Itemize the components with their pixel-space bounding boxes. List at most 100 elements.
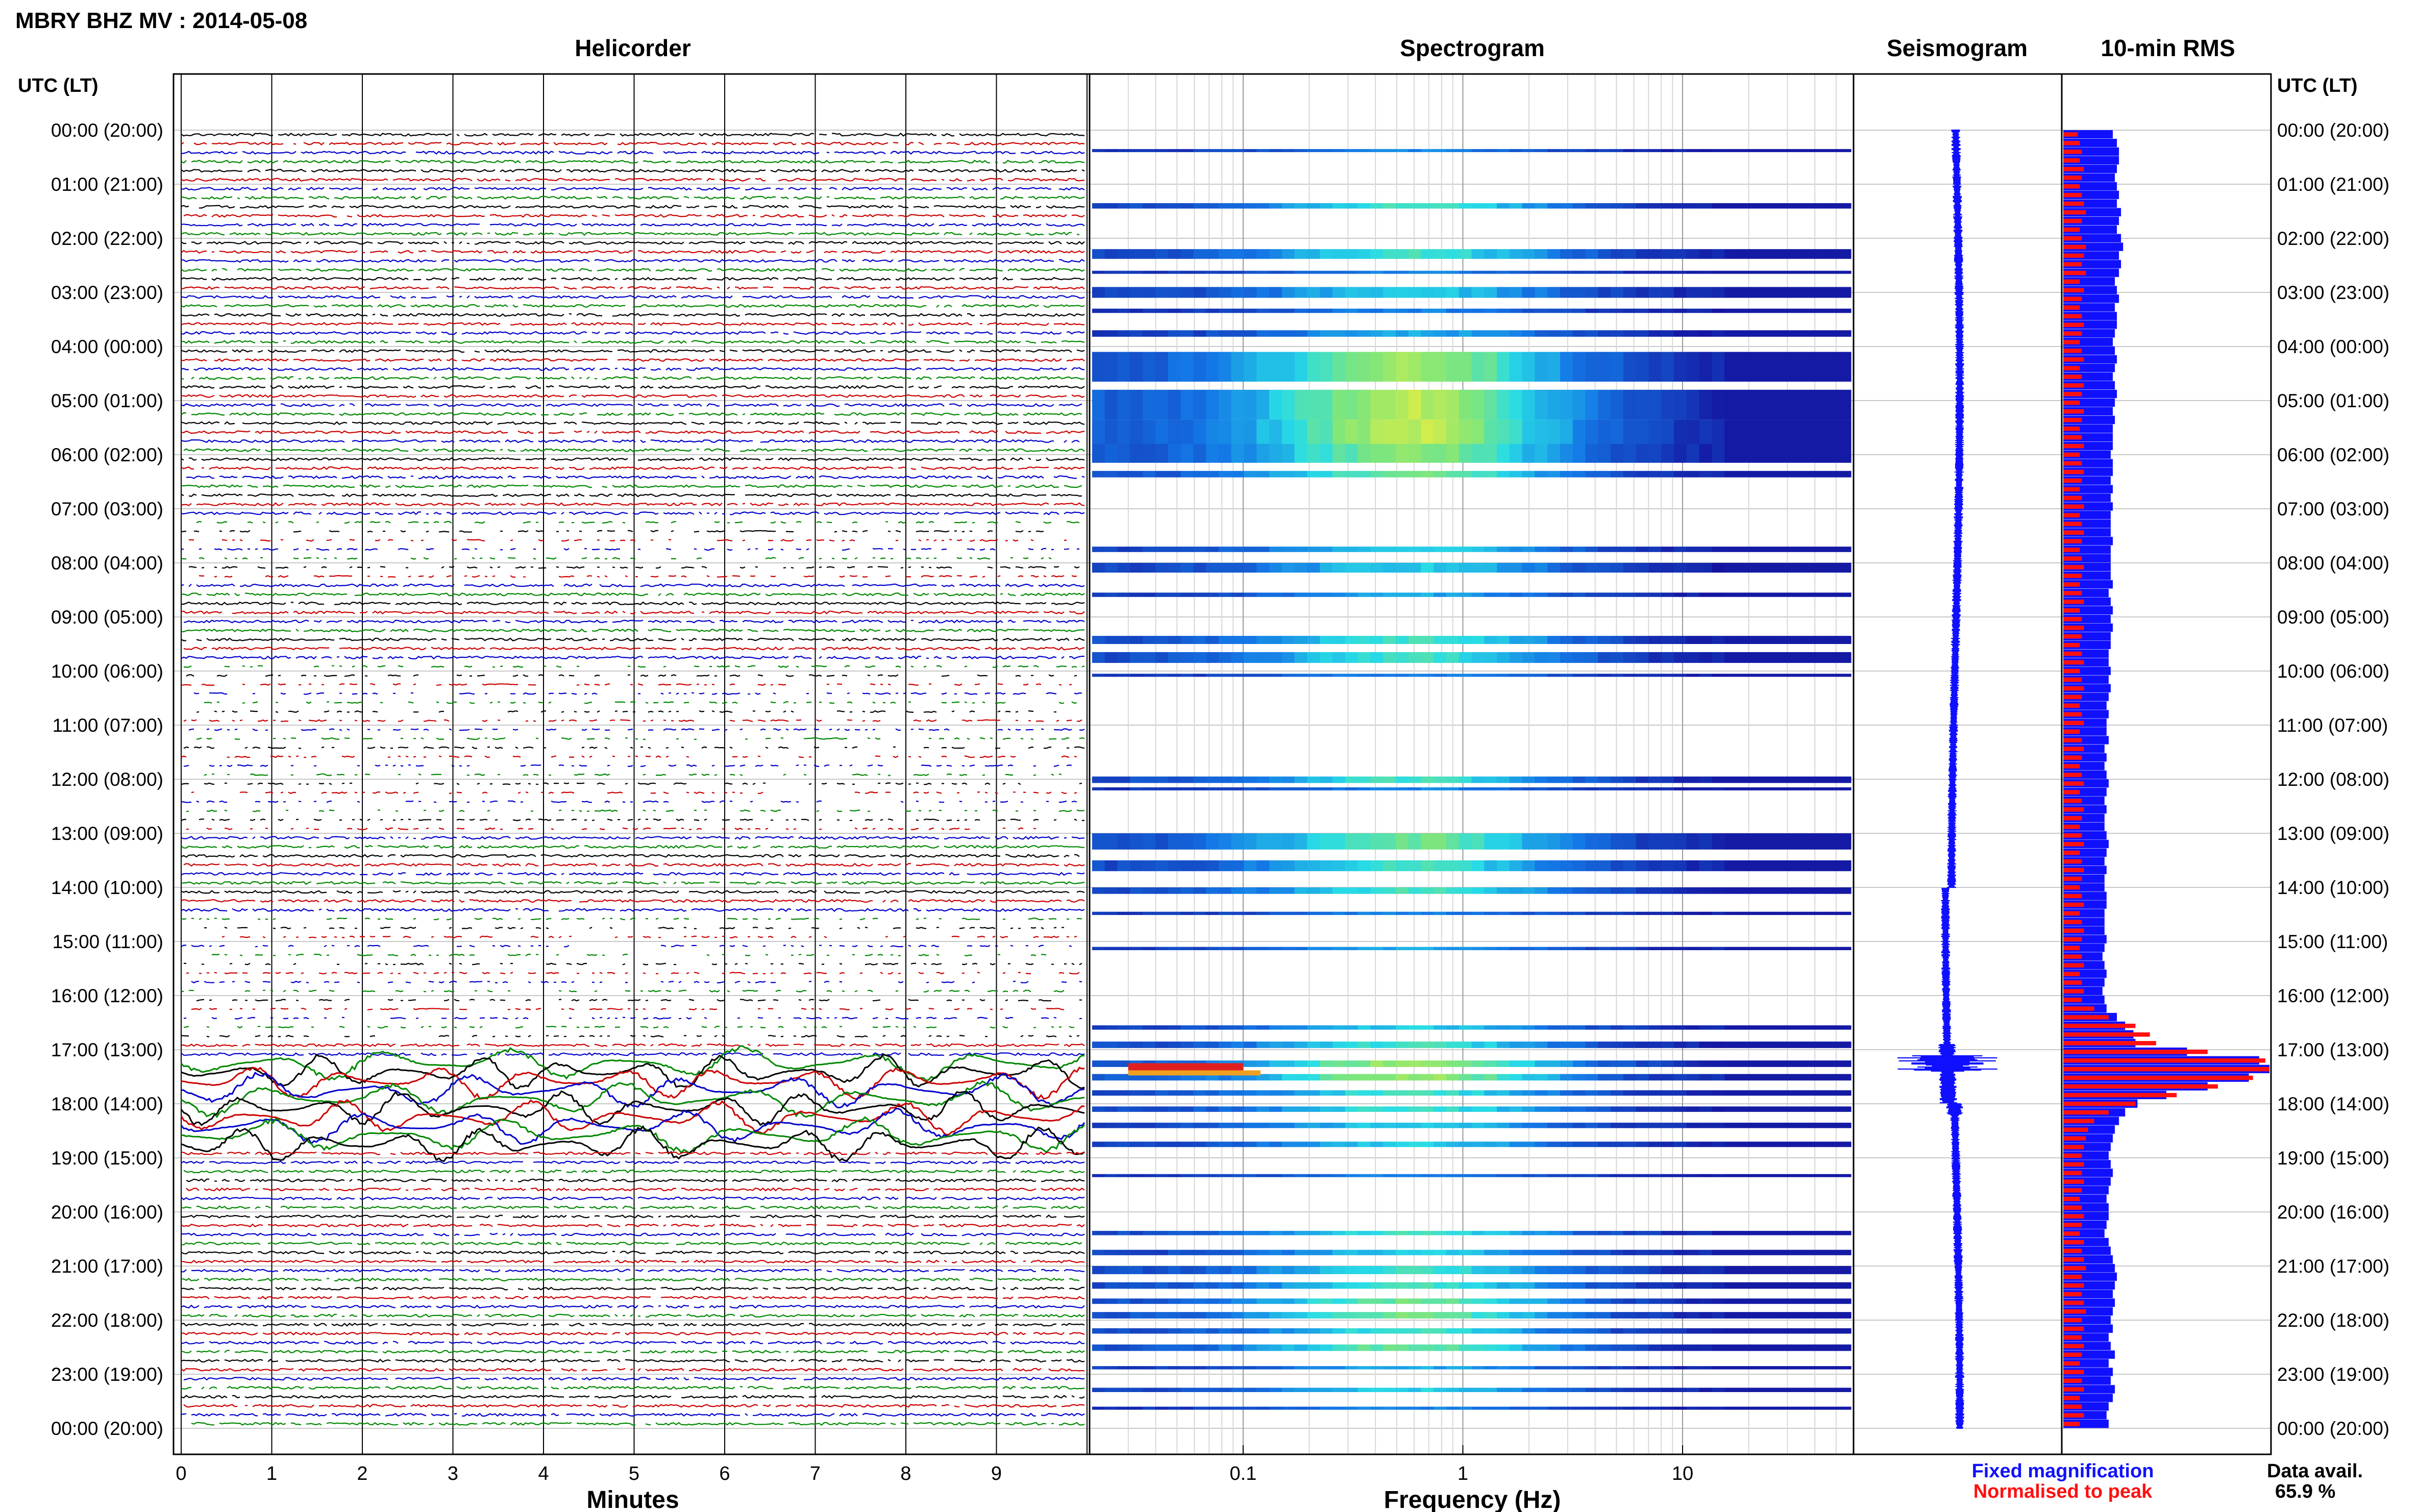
spectrogram-cell xyxy=(1813,1142,1826,1147)
spectrogram-cell xyxy=(1104,1106,1118,1112)
spectrogram-cell xyxy=(1231,787,1244,790)
spectrogram-cell xyxy=(1560,1231,1573,1235)
helicorder-trace xyxy=(181,890,1085,894)
helicorder-trace xyxy=(181,1341,1084,1345)
spectrogram-cell xyxy=(1104,1142,1118,1147)
spectrogram-cell xyxy=(1117,860,1130,872)
spectrogram-cell xyxy=(1800,1250,1814,1255)
spectrogram-cell xyxy=(1699,547,1712,552)
rms-bar-normalised xyxy=(2063,677,2082,682)
spectrogram-cell xyxy=(1699,330,1712,337)
spectrogram-cell xyxy=(1231,1123,1244,1128)
spectrogram-cell xyxy=(1244,547,1257,552)
spectrogram-cell xyxy=(1648,1344,1662,1351)
spectrogram-cell xyxy=(1256,1090,1270,1096)
spectrogram-cell xyxy=(1434,787,1447,790)
helicorder-trace xyxy=(181,1296,1085,1300)
time-label: 13:00 (09:00) xyxy=(2277,823,2389,844)
spectrogram-cell xyxy=(1674,1250,1687,1255)
legend-fixed-magnification: Fixed magnification xyxy=(1972,1460,2154,1482)
spectrogram-cell xyxy=(1231,1142,1244,1147)
spectrogram-cell xyxy=(1636,1282,1649,1289)
spectrogram-cell xyxy=(1446,470,1460,478)
spectrogram-cell xyxy=(1788,563,1801,573)
spectrogram-cell xyxy=(1269,1231,1282,1235)
spectrogram-cell xyxy=(1307,443,1320,463)
spectrogram-cell xyxy=(1155,287,1169,298)
spectrogram-cell xyxy=(1269,308,1282,313)
rms-bar-normalised xyxy=(2063,349,2082,353)
spectrogram-cell xyxy=(1838,947,1852,950)
helicorder-trace xyxy=(181,159,1085,164)
spectrogram-cell xyxy=(1724,1090,1738,1096)
spectrogram-cell xyxy=(1636,1387,1649,1392)
spectrogram-cell xyxy=(1484,1090,1497,1096)
spectrogram-cell xyxy=(1712,1344,1725,1351)
spectrogram-cell xyxy=(1572,833,1586,850)
spectrogram-cell xyxy=(1762,1406,1775,1410)
rms-bar-normalised xyxy=(2063,392,2082,396)
rms-bar-normalised xyxy=(2063,461,2082,466)
spectrogram-cell xyxy=(1459,249,1472,259)
helicorder-trace xyxy=(181,782,1082,785)
spectrogram-cell xyxy=(1838,1025,1852,1030)
spectrogram-cell xyxy=(1838,592,1852,597)
spectrogram-cell xyxy=(1307,1042,1320,1048)
spectrogram-cell xyxy=(1320,1312,1333,1319)
spectrogram-cell xyxy=(1104,887,1118,894)
spectrogram-cell xyxy=(1446,652,1460,663)
spectrogram-cell xyxy=(1712,270,1725,274)
spectrogram-cell xyxy=(1699,308,1712,313)
spectrogram-cell xyxy=(1193,1231,1206,1235)
spectrogram-cell xyxy=(1825,1387,1839,1392)
spectrogram-cell xyxy=(1395,149,1409,153)
spectrogram-cell xyxy=(1231,674,1244,677)
spectrogram-cell xyxy=(1762,1250,1775,1255)
spectrogram-cell xyxy=(1471,1025,1485,1030)
spectrogram-cell xyxy=(1370,1250,1384,1255)
spectrogram-cell xyxy=(1788,203,1801,209)
spectrogram-cell xyxy=(1585,1328,1598,1334)
spectrogram-cell xyxy=(1269,1174,1282,1177)
spectrogram-cell xyxy=(1446,1106,1460,1112)
spectrogram-cell xyxy=(1800,1344,1814,1351)
spectrogram-cell xyxy=(1155,860,1169,872)
spectrogram-cell xyxy=(1130,833,1143,850)
spectrogram-cell xyxy=(1661,911,1674,915)
spectrogram-cell xyxy=(1547,652,1561,663)
rms-bar-normalised xyxy=(2063,1171,2082,1175)
spectrogram-cell xyxy=(1459,270,1472,274)
spectrogram-cell xyxy=(1130,547,1143,552)
spectrogram-cell xyxy=(1535,1025,1548,1030)
spectrogram-cell xyxy=(1572,1387,1586,1392)
spectrogram-cell xyxy=(1522,636,1535,644)
rms-bar-normalised xyxy=(2063,902,2084,907)
spectrogram-cell xyxy=(1180,1123,1194,1128)
spectrogram-cell xyxy=(1180,833,1194,850)
rms-bar-normalised xyxy=(2063,1266,2086,1271)
spectrogram-cell xyxy=(1332,674,1346,677)
spectrogram-cell xyxy=(1155,249,1169,259)
spectrogram-cell xyxy=(1193,1406,1206,1410)
spectrogram-cell xyxy=(1395,1123,1409,1128)
spectrogram-cell xyxy=(1623,1406,1637,1410)
spectrogram-cell xyxy=(1661,887,1674,894)
spectrogram-cell xyxy=(1370,1090,1384,1096)
spectrogram-cell xyxy=(1636,563,1649,573)
spectrogram-cell xyxy=(1168,776,1181,783)
helicorder-trace xyxy=(180,1099,1085,1136)
spectrogram-cell xyxy=(1206,652,1219,663)
spectrogram-cell xyxy=(1749,652,1763,663)
spectrogram-cell xyxy=(1332,860,1346,872)
spectrogram-cell xyxy=(1117,652,1130,663)
spectrogram-cell xyxy=(1092,270,1105,274)
spectrogram-cell xyxy=(1749,1366,1763,1370)
spectrogram-cell xyxy=(1825,352,1839,382)
spectrogram-cell xyxy=(1813,330,1826,337)
spectrogram-cell xyxy=(1307,911,1320,915)
spectrogram-cell xyxy=(1825,1090,1839,1096)
spectrogram-cell xyxy=(1749,249,1763,259)
spectrogram-cell xyxy=(1332,1312,1346,1319)
spectrogram-cell xyxy=(1724,308,1738,313)
spectrogram-cell xyxy=(1686,389,1700,420)
